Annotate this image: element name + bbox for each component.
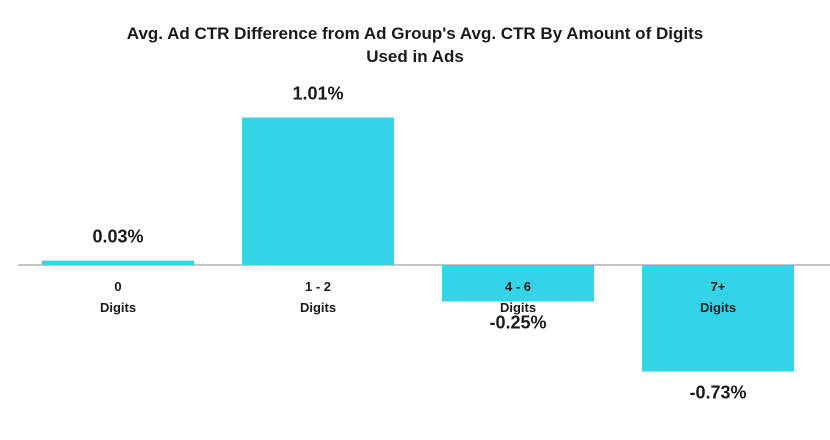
value-label-3: -0.73%	[689, 383, 746, 403]
chart-title-line-1: Avg. Ad CTR Difference from Ad Group's A…	[126, 24, 704, 43]
chart-title-line-2: Used in Ads	[366, 47, 464, 66]
bar-3	[642, 265, 794, 372]
bar-0	[42, 260, 194, 265]
category-label-0-line-2: Digits	[100, 300, 136, 315]
bar-1	[242, 117, 394, 265]
chart-title: Avg. Ad CTR Difference from Ad Group's A…	[0, 22, 830, 68]
category-label-1-line-2: Digits	[300, 300, 336, 315]
category-label-3-line-1: 7+	[711, 279, 726, 294]
category-label-2-line-2: Digits	[500, 300, 536, 315]
category-label-2-line-1: 4 - 6	[505, 279, 531, 294]
category-label-0-line-1: 0	[114, 279, 121, 294]
value-label-2: -0.25%	[489, 313, 546, 333]
value-label-0: 0.03%	[92, 227, 143, 247]
bars-layer	[42, 117, 794, 372]
value-label-1: 1.01%	[292, 84, 343, 104]
category-label-3-line-2: Digits	[700, 300, 736, 315]
category-label-1-line-1: 1 - 2	[305, 279, 331, 294]
bar-2	[442, 265, 594, 302]
